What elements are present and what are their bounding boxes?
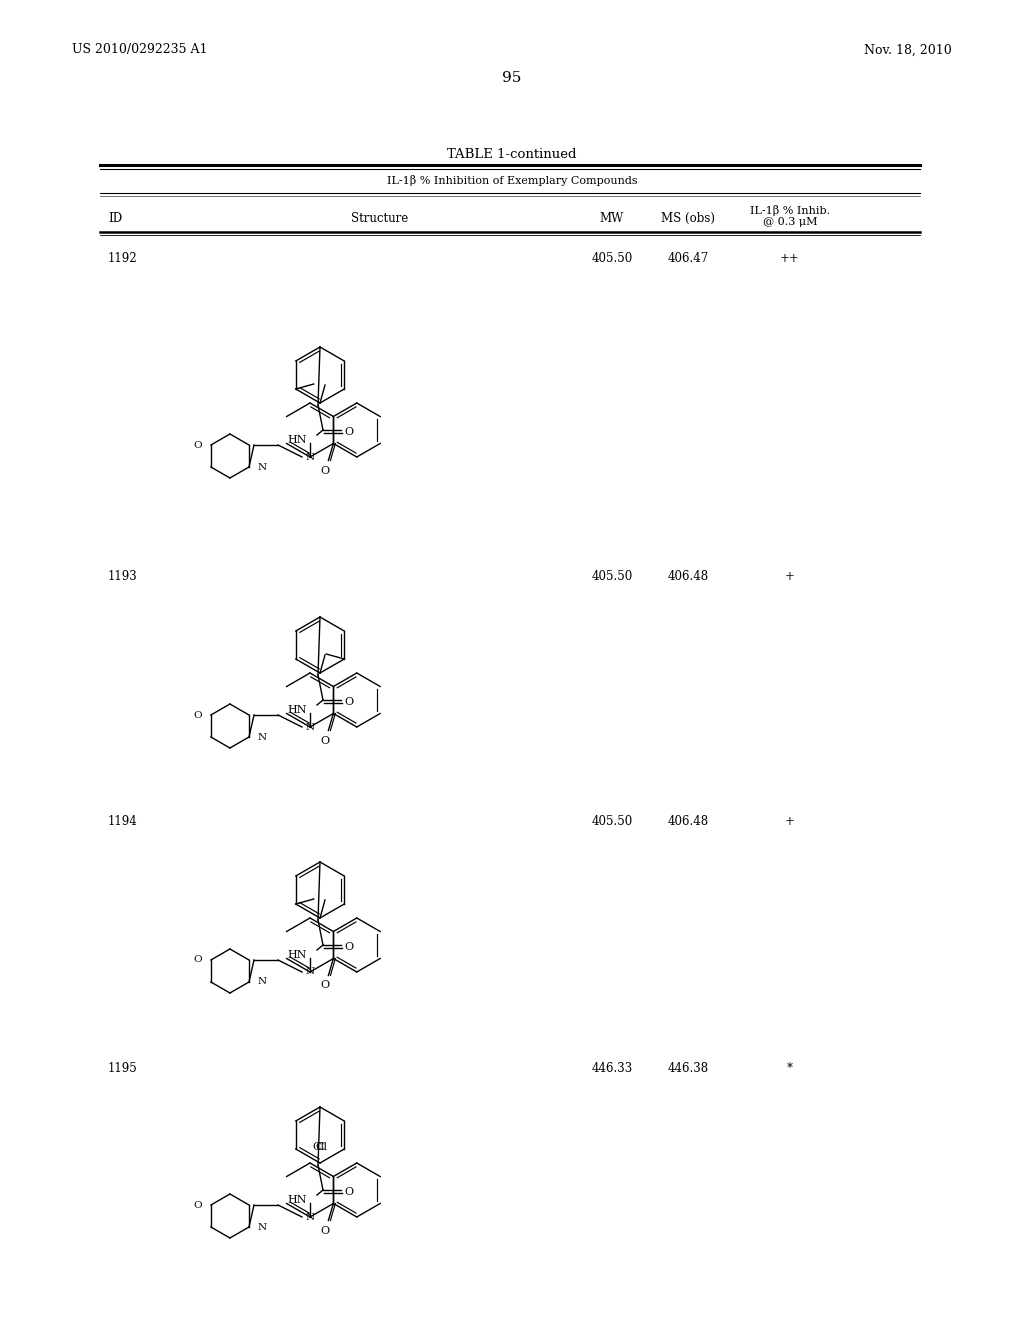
Text: 1194: 1194 [108,814,138,828]
Text: US 2010/0292235 A1: US 2010/0292235 A1 [72,44,208,57]
Text: Cl: Cl [315,1142,328,1152]
Text: O: O [321,735,330,746]
Text: O: O [194,710,202,719]
Text: Cl: Cl [312,1142,325,1152]
Text: 406.48: 406.48 [668,814,709,828]
Text: O: O [321,466,330,475]
Text: 446.33: 446.33 [592,1063,633,1074]
Text: 405.50: 405.50 [592,252,633,265]
Text: @ 0.3 μM: @ 0.3 μM [763,216,817,227]
Text: O: O [194,441,202,450]
Text: 406.47: 406.47 [668,252,709,265]
Text: ID: ID [108,211,122,224]
Text: MW: MW [600,211,624,224]
Text: 446.38: 446.38 [668,1063,709,1074]
Text: HN: HN [288,950,307,960]
Text: O: O [344,697,353,708]
Text: O: O [321,981,330,990]
Text: HN: HN [288,436,307,445]
Text: Nov. 18, 2010: Nov. 18, 2010 [864,44,952,57]
Text: IL-1β % Inhib.: IL-1β % Inhib. [750,205,830,215]
Text: O: O [321,1225,330,1236]
Text: 1195: 1195 [108,1063,138,1074]
Text: N: N [305,968,314,977]
Text: 405.50: 405.50 [592,570,633,583]
Text: ++: ++ [780,252,800,265]
Text: +: + [785,570,795,583]
Text: MS (obs): MS (obs) [662,211,715,224]
Text: *: * [787,1063,793,1074]
Text: O: O [194,956,202,965]
Text: N: N [258,462,267,471]
Text: HN: HN [288,705,307,715]
Text: 406.48: 406.48 [668,570,709,583]
Text: N: N [258,733,267,742]
Text: N: N [258,978,267,986]
Text: N: N [305,453,314,462]
Text: 1193: 1193 [108,570,138,583]
Text: Structure: Structure [351,211,409,224]
Text: O: O [344,426,353,437]
Text: O: O [344,1187,353,1197]
Text: +: + [785,814,795,828]
Text: O: O [344,942,353,952]
Text: 405.50: 405.50 [592,814,633,828]
Text: 1192: 1192 [108,252,137,265]
Text: IL-1β % Inhibition of Exemplary Compounds: IL-1β % Inhibition of Exemplary Compound… [387,174,637,186]
Text: HN: HN [288,1195,307,1205]
Text: N: N [305,722,314,731]
Text: N: N [258,1222,267,1232]
Text: N: N [305,1213,314,1221]
Text: TABLE 1-continued: TABLE 1-continued [447,149,577,161]
Text: 95: 95 [503,71,521,84]
Text: O: O [194,1200,202,1209]
